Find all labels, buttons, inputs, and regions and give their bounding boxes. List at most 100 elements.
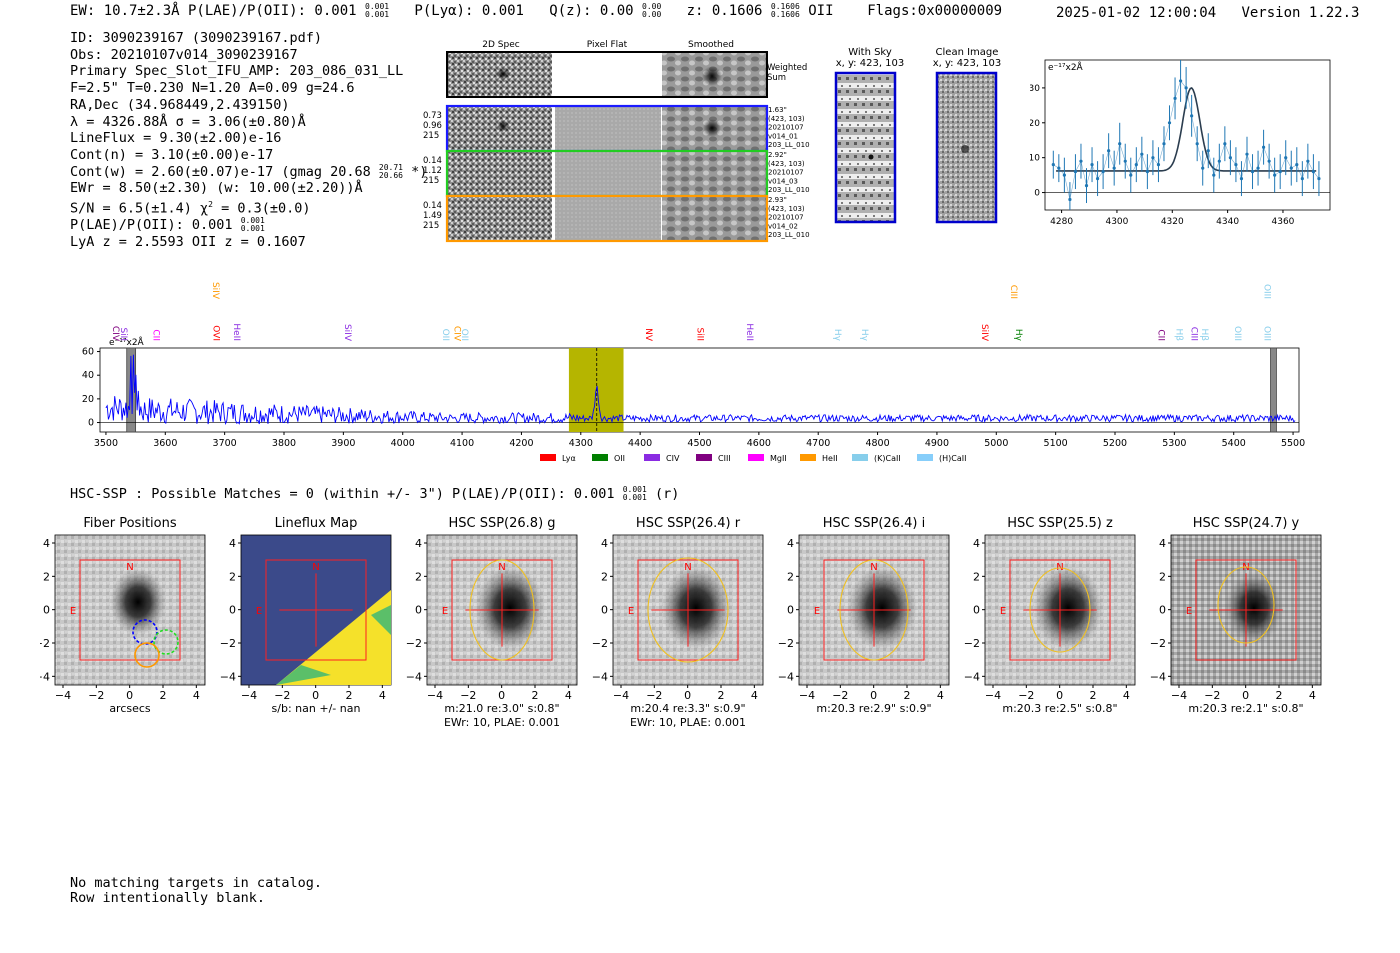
hsc-panel-title: HSC SSP(25.5) z xyxy=(1007,516,1113,531)
spectrum-y-tick-label: 60 xyxy=(82,347,94,358)
spectrum-y-tick-label: 40 xyxy=(82,370,94,381)
hsc-panel-title: HSC SSP(26.8) g xyxy=(448,516,555,531)
fiber-row-left-label: 215 xyxy=(423,221,439,231)
hsc-title: HSC-SSP : Possible Matches = 0 (within +… xyxy=(70,485,680,503)
info-contn: Cont(n) = 3.10(±0.00)e-17 xyxy=(70,146,274,163)
version: Version 1.22.3 xyxy=(1241,5,1360,21)
hsc-x-tick-label: 4 xyxy=(379,689,386,702)
hsc-caption-2: EWr: 10, PLAE: 0.001 xyxy=(444,716,560,729)
east-label: E xyxy=(256,606,262,617)
emission-line-label: CIII xyxy=(1008,285,1018,299)
spectrum-x-tick-label: 3900 xyxy=(331,438,355,449)
fiber-row-right-label: 1.63" xyxy=(768,106,787,114)
hsc-y-tick-label: 0 xyxy=(601,604,608,617)
full-spectrum-chart: e⁻¹⁷x2Å 3500 3600 3700 3800 3900 4000 4100 4200 4… xyxy=(82,282,1305,463)
fiber-row-right-label: 203_LL_010 xyxy=(768,231,810,239)
header-z: z: 0.1606 xyxy=(686,3,763,19)
hsc-y-tick-label: −4 xyxy=(40,670,50,683)
fiber-row-left-label: 0.14 xyxy=(423,201,442,211)
galaxy-blob xyxy=(110,568,166,636)
emission-line-label: SiIV xyxy=(342,324,352,342)
hsc-x-tick-label: −2 xyxy=(646,689,662,702)
hsc-caption-1: m:20.3 re:2.9" s:0.9" xyxy=(816,702,931,715)
emission-line-label: OVI xyxy=(210,325,220,341)
zoom-y-tick-label: 30 xyxy=(1030,84,1040,94)
east-label: E xyxy=(628,606,634,617)
hsc-y-tick-label: 0 xyxy=(787,604,794,617)
with-sky-coords: x, y: 423, 103 xyxy=(836,58,905,69)
legend-label: Lyα xyxy=(562,454,576,463)
hsc-x-tick-label: 4 xyxy=(937,689,944,702)
fiber-row-right-label: 203_LL_010 xyxy=(768,186,810,194)
emission-line-label: OIII xyxy=(1262,326,1272,341)
north-label: N xyxy=(312,562,319,573)
hsc-panel-title: HSC SSP(24.7) y xyxy=(1193,516,1300,531)
hsc-caption-1: s/b: nan +/- nan xyxy=(272,702,361,715)
zoom-data-line xyxy=(1053,80,1320,200)
hsc-x-tick-label: 2 xyxy=(532,689,539,702)
north-label: N xyxy=(870,562,877,573)
spectrum-x-tick-label: 3600 xyxy=(153,438,177,449)
header-ew-plae: EW: 10.7±2.3Å P(LAE)/P(OII): 0.001 xyxy=(70,3,357,19)
east-label: E xyxy=(70,606,76,617)
legend-swatch xyxy=(540,454,556,461)
aperture-box xyxy=(1195,559,1297,661)
spectrum-x-tick-label: 4900 xyxy=(925,438,949,449)
zoom-y-tick-label: 0 xyxy=(1034,189,1040,199)
emission-line-label: OIII xyxy=(1232,326,1242,341)
sky-cutouts: With Sky x, y: 423, 103 Clean Image x, y… xyxy=(834,47,1001,224)
hsc-x-tick-label: −4 xyxy=(427,689,443,702)
detection-info: ID: 3090239167 (3090239167.pdf) Obs: 202… xyxy=(70,30,427,251)
east-label: E xyxy=(1000,606,1006,617)
header-right: 2025-01-02 12:00:04 Version 1.22.3 xyxy=(1056,5,1359,21)
fiber-row-left-label: 0.73 xyxy=(423,111,442,121)
spectrum-x-tick-label: 4500 xyxy=(687,438,711,449)
legend-swatch xyxy=(852,454,868,461)
zoom-y-tick-label: 20 xyxy=(1030,119,1040,129)
spectrum-x-tick-label: 3500 xyxy=(94,438,118,449)
hsc-y-tick-label: −4 xyxy=(220,670,236,683)
header-z-frac: 0.1606 0.1606 xyxy=(770,2,800,19)
emission-line-label: Hγ xyxy=(859,329,869,342)
with-sky-image xyxy=(834,71,897,224)
hsc-caption-1: m:20.3 re:2.1" s:0.8" xyxy=(1188,702,1303,715)
legend-label: CIV xyxy=(666,454,680,463)
hsc-y-tick-label: −2 xyxy=(778,637,794,650)
hsc-x-tick-label: 4 xyxy=(193,689,200,702)
spectrum-x-tick-label: 4700 xyxy=(806,438,830,449)
legend-label: (H)CaII xyxy=(939,454,966,463)
hsc-x-tick-label: 4 xyxy=(1123,689,1130,702)
info-slot: Primary Spec_Slot_IFU_AMP: 203_086_031_L… xyxy=(70,63,404,80)
hsc-caption-1: m:20.4 re:3.3" s:0.9" xyxy=(630,702,745,715)
galaxy-blob xyxy=(661,566,731,650)
galaxy-blob xyxy=(1224,572,1284,644)
galaxy-blob xyxy=(1033,566,1103,650)
emission-line-label: HeII xyxy=(231,323,241,341)
hsc-y-tick-label: 2 xyxy=(1159,570,1166,583)
spectrum-x-tick-label: 5300 xyxy=(1162,438,1186,449)
hsc-panel-2: Lineflux Map N E 4 2 0 −2 −4 −4 −2 0 2 4 s/b: nan +/-… xyxy=(220,516,392,715)
hsc-x-tick-label: 2 xyxy=(160,689,167,702)
spectrum-x-tick-label: 5400 xyxy=(1222,438,1246,449)
info-lambda: λ = 4326.88Å σ = 3.06(±0.80)Å xyxy=(70,113,306,130)
weighted-sum-row: Weighted Sum xyxy=(446,51,807,98)
timestamp: 2025-01-02 12:00:04 xyxy=(1056,5,1217,21)
hsc-y-tick-label: −4 xyxy=(778,670,794,683)
header-qz: Q(z): 0.00 xyxy=(549,3,634,19)
fiber-circle-blue xyxy=(132,619,158,645)
hsc-x-tick-label: 0 xyxy=(870,689,877,702)
hsc-x-tick-label: −4 xyxy=(985,689,1001,702)
aperture-box xyxy=(1009,559,1111,661)
north-label: N xyxy=(684,562,691,573)
hsc-y-tick-label: 4 xyxy=(43,537,50,550)
hsc-panel-title: Fiber Positions xyxy=(83,516,176,531)
info-lya-z: LyA z = 2.5593 OII z = 0.1607 xyxy=(70,233,306,250)
hsc-caption-1: m:21.0 re:3.0" s:0.8" xyxy=(444,702,559,715)
north-label: N xyxy=(498,562,505,573)
hsc-x-tick-label: 0 xyxy=(498,689,505,702)
hsc-y-tick-label: 2 xyxy=(415,570,422,583)
spectrum-x-tick-label: 5100 xyxy=(1044,438,1068,449)
emission-line-label: HeII xyxy=(744,323,754,341)
